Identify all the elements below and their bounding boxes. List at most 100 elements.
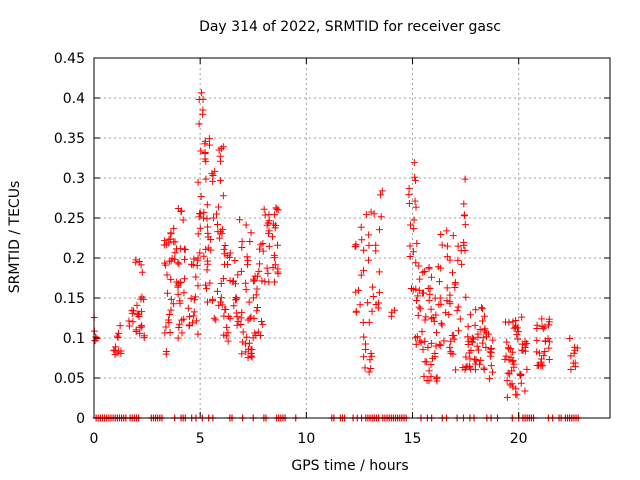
data-point [514, 328, 522, 336]
data-point [437, 319, 445, 327]
data-point [409, 286, 417, 294]
data-point [268, 233, 276, 241]
data-point [446, 256, 454, 264]
data-point [485, 375, 493, 383]
data-point [163, 271, 171, 279]
data-point [440, 337, 448, 345]
data-point [191, 293, 199, 301]
data-point [405, 184, 413, 192]
data-point [533, 321, 541, 329]
data-point [533, 336, 541, 344]
data-point [221, 306, 229, 314]
data-point [429, 313, 437, 321]
data-point [111, 347, 119, 355]
data-point [237, 320, 245, 328]
data-point [446, 291, 454, 299]
data-point [360, 333, 368, 341]
data-point [510, 363, 518, 371]
data-point [505, 370, 513, 378]
data-point [436, 294, 444, 302]
data-point [359, 319, 367, 327]
data-point [175, 260, 183, 268]
data-point [176, 297, 184, 305]
data-point [512, 385, 520, 393]
data-point [274, 206, 282, 214]
data-point [570, 349, 578, 357]
data-point [219, 275, 227, 283]
data-point [167, 295, 175, 303]
data-point [447, 337, 455, 345]
data-point [233, 295, 241, 303]
data-point [476, 325, 484, 333]
data-point [250, 315, 258, 323]
data-point [362, 211, 370, 219]
data-point [187, 294, 195, 302]
data-point [503, 377, 511, 385]
data-point [256, 260, 264, 268]
data-point [443, 297, 451, 305]
data-point [162, 347, 170, 355]
data-point [195, 96, 203, 104]
data-point [211, 167, 219, 175]
data-point [181, 255, 189, 263]
data-point [185, 313, 193, 321]
data-point [471, 321, 479, 329]
data-point [238, 350, 246, 358]
y-tick-label: 0.45 [54, 51, 85, 67]
data-point [189, 261, 197, 269]
data-point [446, 343, 454, 351]
data-point [523, 339, 531, 347]
data-point [167, 275, 175, 283]
data-point [438, 241, 446, 249]
data-point [232, 293, 240, 301]
data-point [191, 296, 199, 304]
data-point [194, 178, 202, 186]
data-point [117, 347, 125, 355]
data-point [163, 289, 171, 297]
data-point [365, 241, 373, 249]
data-point [521, 347, 529, 355]
data-point [226, 249, 234, 257]
data-point [477, 356, 485, 364]
data-point [249, 277, 257, 285]
data-point [184, 304, 192, 312]
data-point [116, 322, 124, 330]
data-point [233, 321, 241, 329]
data-point [480, 312, 488, 320]
data-point [360, 353, 368, 361]
data-point [209, 296, 217, 304]
data-point [161, 329, 169, 337]
data-point [422, 313, 430, 321]
data-point [165, 319, 173, 327]
data-point [212, 316, 220, 324]
data-point [179, 216, 187, 224]
data-point [213, 221, 221, 229]
data-point [252, 291, 260, 299]
data-point [378, 187, 386, 195]
data-point [219, 192, 227, 200]
data-point [458, 260, 466, 268]
data-point [217, 294, 225, 302]
data-point [352, 288, 360, 296]
data-point [185, 322, 193, 330]
data-point [437, 300, 445, 308]
data-point [505, 356, 513, 364]
data-point [202, 285, 210, 293]
data-point [170, 224, 178, 232]
data-point [239, 338, 247, 346]
y-tick-label: 0.2 [63, 251, 85, 267]
data-point [129, 318, 137, 326]
data-point [375, 288, 383, 296]
data-point [242, 221, 250, 229]
data-point [410, 216, 418, 224]
data-point [254, 328, 262, 336]
data-point [253, 285, 261, 293]
data-point [419, 269, 427, 277]
data-point [443, 227, 451, 235]
data-point [197, 89, 205, 97]
data-point [221, 241, 229, 249]
data-point [437, 264, 445, 272]
data-point [128, 306, 136, 314]
data-point [220, 245, 228, 253]
